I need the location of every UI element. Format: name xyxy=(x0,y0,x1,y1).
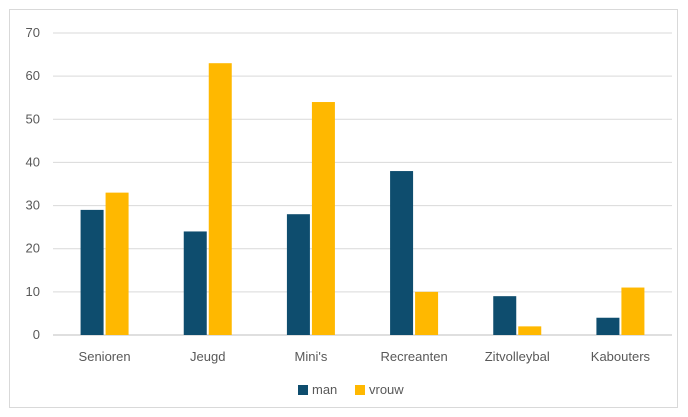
y-tick-label: 0 xyxy=(33,327,40,342)
bar-vrouw-3 xyxy=(415,291,439,335)
y-tick-label: 20 xyxy=(26,241,40,256)
y-tick-label: 40 xyxy=(26,154,40,169)
bar-man-3 xyxy=(390,171,414,335)
bar-man-5 xyxy=(596,317,620,335)
bar-vrouw-4 xyxy=(518,326,542,335)
x-tick-label: Mini's xyxy=(295,349,328,364)
legend-label-vrouw: vrouw xyxy=(369,382,404,397)
y-tick-label: 30 xyxy=(26,198,40,213)
y-axis-tick-labels: 0 10 20 30 40 50 60 70 xyxy=(26,25,40,342)
bars xyxy=(80,63,645,336)
bar-man-2 xyxy=(286,214,310,335)
y-tick-label: 50 xyxy=(26,111,40,126)
x-tick-label: Zitvolleybal xyxy=(485,349,550,364)
x-tick-label: Recreanten xyxy=(380,349,447,364)
y-tick-label: 70 xyxy=(26,25,40,40)
bar-man-1 xyxy=(183,231,207,335)
legend-label-man: man xyxy=(312,382,337,397)
legend-swatch-man xyxy=(298,385,308,395)
bar-vrouw-2 xyxy=(311,102,335,336)
bar-man-0 xyxy=(80,209,104,335)
x-tick-label: Kabouters xyxy=(591,349,651,364)
x-tick-label: Senioren xyxy=(79,349,131,364)
legend-swatch-vrouw xyxy=(355,385,365,395)
bar-vrouw-0 xyxy=(105,192,129,335)
bar-vrouw-5 xyxy=(621,287,645,335)
y-tick-label: 10 xyxy=(26,284,40,299)
x-tick-label: Jeugd xyxy=(190,349,225,364)
y-tick-label: 60 xyxy=(26,68,40,83)
gridlines xyxy=(53,32,672,336)
legend: man vrouw xyxy=(298,382,404,397)
bar-man-4 xyxy=(493,296,517,335)
x-axis-tick-labels: Senioren Jeugd Mini's Recreanten Zitvolleyba… xyxy=(79,349,651,364)
bar-vrouw-1 xyxy=(208,63,232,335)
